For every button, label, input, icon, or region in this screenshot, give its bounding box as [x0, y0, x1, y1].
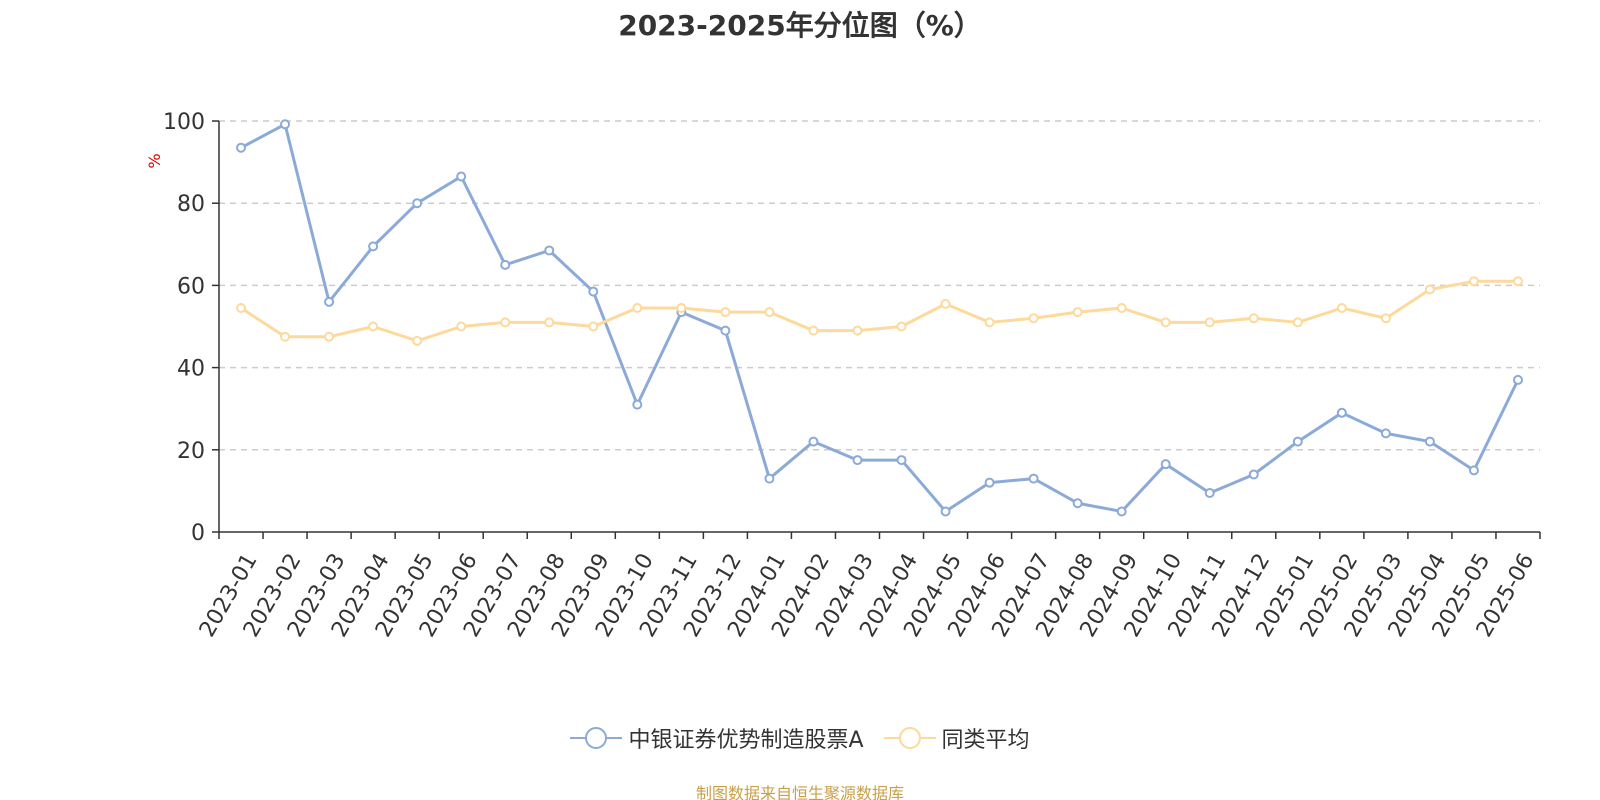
series-1-point	[1336, 407, 1347, 418]
series-2-point	[1028, 313, 1039, 324]
series-2-point	[236, 303, 247, 314]
series-1-point	[896, 455, 907, 466]
legend-item-series-2[interactable]: 同类平均	[883, 722, 1030, 754]
series-1-point	[500, 259, 511, 270]
series-1-point	[1512, 374, 1523, 385]
series-2	[236, 276, 1523, 346]
series-1-point	[1204, 487, 1215, 498]
series-2-point	[1248, 313, 1259, 324]
legend: 中银证券优势制造股票A 同类平均	[0, 722, 1600, 754]
y-tick-label: 20	[177, 439, 205, 464]
series-1-point	[456, 171, 467, 182]
series-1-point	[764, 473, 775, 484]
series-2-point	[544, 317, 555, 328]
series-1-point	[324, 296, 335, 307]
series-2-point	[984, 317, 995, 328]
series-2-point	[588, 321, 599, 332]
series-2-point	[1116, 303, 1127, 314]
series-1-point	[1248, 469, 1259, 480]
y-tick-label: 60	[177, 274, 205, 299]
series-2-point	[720, 307, 731, 318]
series-1-point	[1424, 436, 1435, 447]
series-1-point	[412, 198, 423, 209]
series-2-point	[500, 317, 511, 328]
series-1-point	[1116, 506, 1127, 517]
legend-marker-series-2	[883, 727, 936, 749]
series-2-point	[852, 325, 863, 336]
series-1	[236, 119, 1523, 517]
series-1-point	[1072, 498, 1083, 509]
series-2-point	[280, 331, 291, 342]
series-1-point	[852, 455, 863, 466]
series-2-point	[808, 325, 819, 336]
y-tick-label: 100	[163, 110, 205, 135]
series-2-point	[1512, 276, 1523, 287]
series-2-point	[1292, 317, 1303, 328]
series-lines	[236, 119, 1523, 517]
series-1-point	[808, 436, 819, 447]
legend-label-series-2: 同类平均	[941, 728, 1030, 753]
series-1-point	[280, 119, 291, 130]
series-1-point	[588, 286, 599, 297]
series-1-point	[940, 506, 951, 517]
series-2-point	[1204, 317, 1215, 328]
series-1-point	[1292, 436, 1303, 447]
legend-label-series-1: 中银证券优势制造股票A	[628, 728, 864, 753]
legend-marker-series-1	[570, 727, 623, 749]
series-1-point	[368, 241, 379, 252]
series-2-point	[456, 321, 467, 332]
chart-title: 2023-2025年分位图（%）	[618, 9, 982, 42]
series-1-point	[720, 325, 731, 336]
series-line-1	[240, 122, 1520, 513]
series-2-point	[1336, 303, 1347, 314]
y-tick-label: 80	[177, 192, 205, 217]
series-1-point	[632, 399, 643, 410]
series-2-point	[324, 331, 335, 342]
axes: 0204060801002023-012023-022023-032023-04…	[163, 110, 1541, 642]
series-2-point	[1468, 276, 1479, 287]
series-1-point	[1468, 465, 1479, 476]
series-2-point	[1160, 317, 1171, 328]
series-1-point	[984, 477, 995, 488]
grid-lines	[219, 120, 1540, 451]
series-2-point	[1072, 307, 1083, 318]
series-2-point	[764, 307, 775, 318]
series-1-point	[1160, 459, 1171, 470]
series-2-point	[412, 335, 423, 346]
series-1-point	[1380, 428, 1391, 439]
series-2-point	[1424, 284, 1435, 295]
series-1-point	[544, 245, 555, 256]
series-2-point	[896, 321, 907, 332]
y-axis-label: %	[145, 153, 164, 168]
source-note: 制图数据来自恒生聚源数据库	[695, 784, 904, 800]
y-tick-label: 40	[177, 357, 205, 382]
series-2-point	[676, 303, 687, 314]
series-1-point	[236, 142, 247, 153]
series-1-point	[1028, 473, 1039, 484]
series-2-point	[368, 321, 379, 332]
series-2-point	[632, 303, 643, 314]
y-tick-label: 0	[191, 521, 205, 546]
series-2-point	[940, 298, 951, 309]
series-line-2	[240, 279, 1518, 343]
legend-item-series-1[interactable]: 中银证券优势制造股票A	[570, 722, 864, 754]
series-2-point	[1380, 313, 1391, 324]
